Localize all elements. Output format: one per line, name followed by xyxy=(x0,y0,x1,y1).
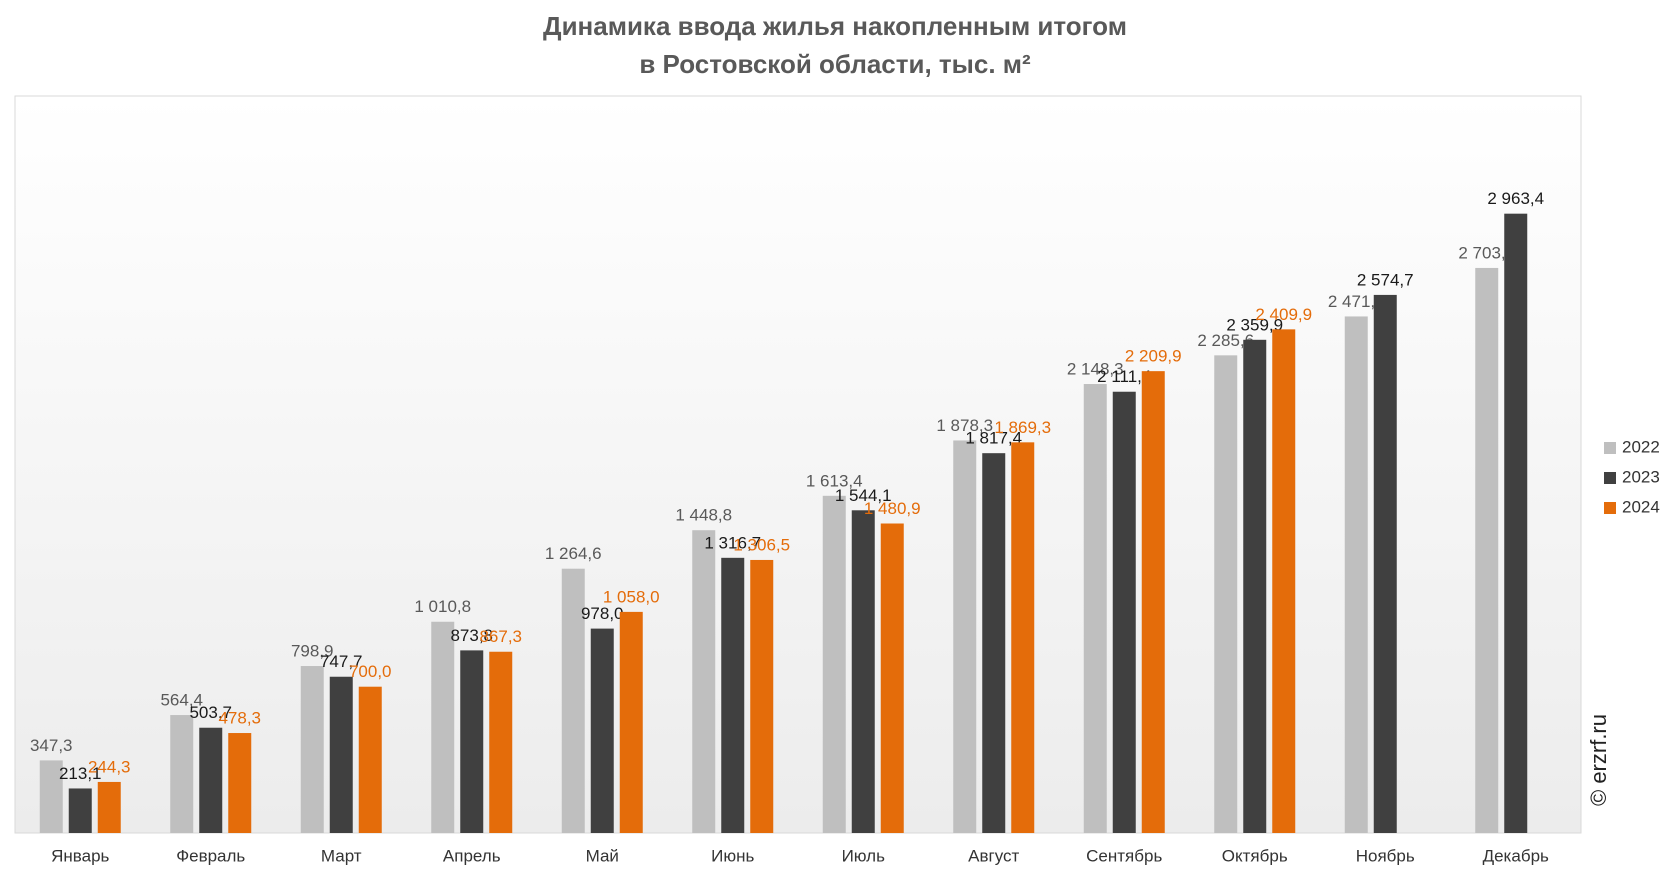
bar xyxy=(1112,391,1136,833)
x-tick-label: Июль xyxy=(842,846,886,865)
legend-label: 2023 xyxy=(1622,467,1660,486)
bar xyxy=(1083,384,1107,833)
bar xyxy=(39,760,63,833)
legend-swatch xyxy=(1604,442,1616,454)
bar xyxy=(750,559,774,833)
value-label: 2 285,6 xyxy=(1197,331,1254,350)
x-tick-label: Апрель xyxy=(443,846,501,865)
bar xyxy=(953,440,977,833)
bar xyxy=(1504,213,1528,834)
value-label: 2 574,7 xyxy=(1357,270,1414,289)
bar xyxy=(1214,355,1238,833)
bar xyxy=(1141,371,1165,833)
value-label: 2 209,9 xyxy=(1125,347,1182,366)
x-tick-label: Август xyxy=(968,846,1019,865)
value-label: 1 448,8 xyxy=(675,506,732,525)
value-label: 2 471,6 xyxy=(1328,292,1385,311)
value-label: 347,3 xyxy=(30,736,73,755)
x-tick-label: Октябрь xyxy=(1222,846,1288,865)
bar xyxy=(1272,329,1296,833)
x-tick-label: Февраль xyxy=(176,846,245,865)
bar xyxy=(489,651,513,833)
legend-label: 2024 xyxy=(1622,497,1660,516)
bar xyxy=(851,510,875,833)
bar xyxy=(199,727,223,833)
value-label: 2 963,4 xyxy=(1487,189,1544,208)
x-tick-label: Январь xyxy=(51,846,109,865)
value-label: 867,3 xyxy=(479,627,522,646)
bar xyxy=(97,781,121,833)
value-label: 2 148,3 xyxy=(1067,360,1124,379)
value-label: 1 544,1 xyxy=(835,486,892,505)
bar xyxy=(1011,442,1035,833)
x-tick-label: Декабрь xyxy=(1483,846,1549,865)
bar xyxy=(300,666,324,833)
value-label: 978,0 xyxy=(581,604,624,623)
legend-swatch xyxy=(1604,502,1616,514)
value-label: 1 817,4 xyxy=(965,429,1022,448)
bar xyxy=(1475,267,1499,833)
value-label: 478,3 xyxy=(218,709,261,728)
bar xyxy=(880,523,904,833)
value-label: 1 264,6 xyxy=(545,544,602,563)
value-label: 2 111,4 xyxy=(1097,367,1151,386)
value-label: 1 058,0 xyxy=(603,587,660,606)
x-tick-label: Сентябрь xyxy=(1086,846,1162,865)
value-label: 244,3 xyxy=(88,757,131,776)
chart-title: Динамика ввода жилья накопленным итогом xyxy=(543,11,1127,41)
bar xyxy=(228,733,252,833)
x-tick-label: Июнь xyxy=(711,846,754,865)
chart-subtitle: в Ростовской области, тыс. м² xyxy=(639,49,1031,79)
value-label: 1 316,7 xyxy=(704,533,761,552)
bar xyxy=(1373,294,1397,833)
value-label: 2 359,9 xyxy=(1226,315,1283,334)
x-tick-label: Март xyxy=(321,846,362,865)
bar xyxy=(822,495,846,833)
value-label: 798,9 xyxy=(291,642,334,661)
value-label: 2 409,9 xyxy=(1255,305,1312,324)
bar xyxy=(170,715,194,833)
value-label: 1 869,3 xyxy=(994,418,1051,437)
value-label: 1 480,9 xyxy=(864,499,921,518)
bar xyxy=(460,650,484,833)
value-label: 2 703,7 xyxy=(1458,243,1515,262)
bar xyxy=(358,686,382,833)
bar xyxy=(329,676,353,833)
bar xyxy=(982,453,1006,833)
bar xyxy=(692,530,716,833)
bar xyxy=(590,628,614,833)
value-label: 1 613,4 xyxy=(806,471,863,490)
bar xyxy=(1243,339,1267,833)
value-label: 700,0 xyxy=(349,662,392,681)
legend-label: 2022 xyxy=(1622,437,1660,456)
watermark: © erzrf.ru xyxy=(1586,714,1611,806)
bar xyxy=(561,568,585,833)
x-tick-label: Ноябрь xyxy=(1356,846,1415,865)
value-label: 1 306,5 xyxy=(733,535,790,554)
bar xyxy=(619,611,643,833)
value-label: 564,4 xyxy=(160,691,203,710)
bar xyxy=(721,557,745,833)
plot-area xyxy=(14,95,1582,834)
legend-swatch xyxy=(1604,472,1616,484)
value-label: 873,8 xyxy=(450,626,493,645)
x-tick-label: Май xyxy=(586,846,619,865)
value-label: 1 010,8 xyxy=(414,597,471,616)
value-label: 503,7 xyxy=(189,703,232,722)
value-label: 747,7 xyxy=(320,652,363,671)
value-label: 1 878,3 xyxy=(936,416,993,435)
bar xyxy=(1344,316,1368,833)
bar xyxy=(68,788,92,833)
value-label: 213,1 xyxy=(59,764,102,783)
bar xyxy=(431,621,455,833)
